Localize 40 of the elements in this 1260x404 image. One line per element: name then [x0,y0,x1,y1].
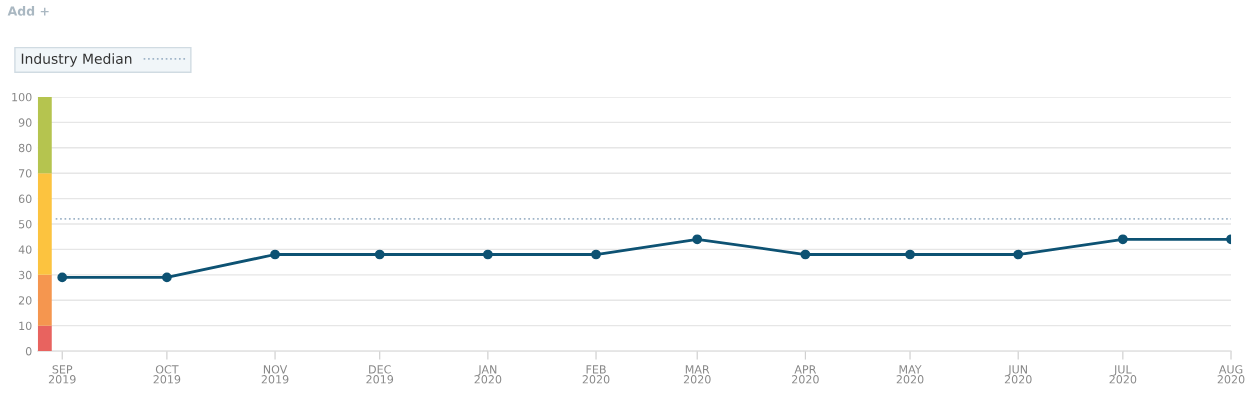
point [483,249,493,260]
x-tick-label: JUN 2020 [1004,365,1032,384]
bar [37,173,52,275]
x-tick-label: JAN 2020 [474,365,502,384]
y-tick-label: 90 [18,118,32,127]
y-tick-label: 30 [18,270,32,280]
bar [37,325,52,352]
point [374,249,385,260]
point [1118,234,1128,245]
bar [37,274,52,326]
point [270,249,280,260]
y-tick-label: 100 [12,92,32,102]
x-tick-label: APR 2020 [792,365,819,384]
x-tick-label: NOV 2019 [261,365,289,384]
bar [37,96,52,174]
x-tick-label: MAR 2020 [683,365,711,384]
point [1013,249,1024,260]
y-tick-label: 50 [18,219,32,229]
point [800,249,811,260]
y-tick-label: 10 [19,321,32,331]
point [57,272,68,283]
x-tick-label: SEP 2019 [48,365,76,384]
point [162,272,172,283]
y-tick-label: 20 [18,296,32,305]
point [692,234,703,245]
text: Add + [7,6,49,16]
y-tick-label: 40 [18,245,32,254]
point [905,249,915,260]
y-tick-label: 0 [25,347,32,356]
x-tick-label: OCT 2019 [153,365,181,384]
y-tick-label: 80 [18,143,32,153]
x-tick-label: JUL 2020 [1109,365,1137,384]
y-tick-label: 70 [19,169,32,178]
point [591,249,601,260]
y-tick-label: 60 [18,194,32,203]
legend-label: Industry Median [21,53,132,67]
x-tick-label: MAY 2020 [896,365,924,384]
x-tick-label: FEB 2020 [582,365,610,384]
x-tick-label: AUG 2020 [1217,365,1245,384]
x-tick-label: DEC 2019 [366,365,394,384]
